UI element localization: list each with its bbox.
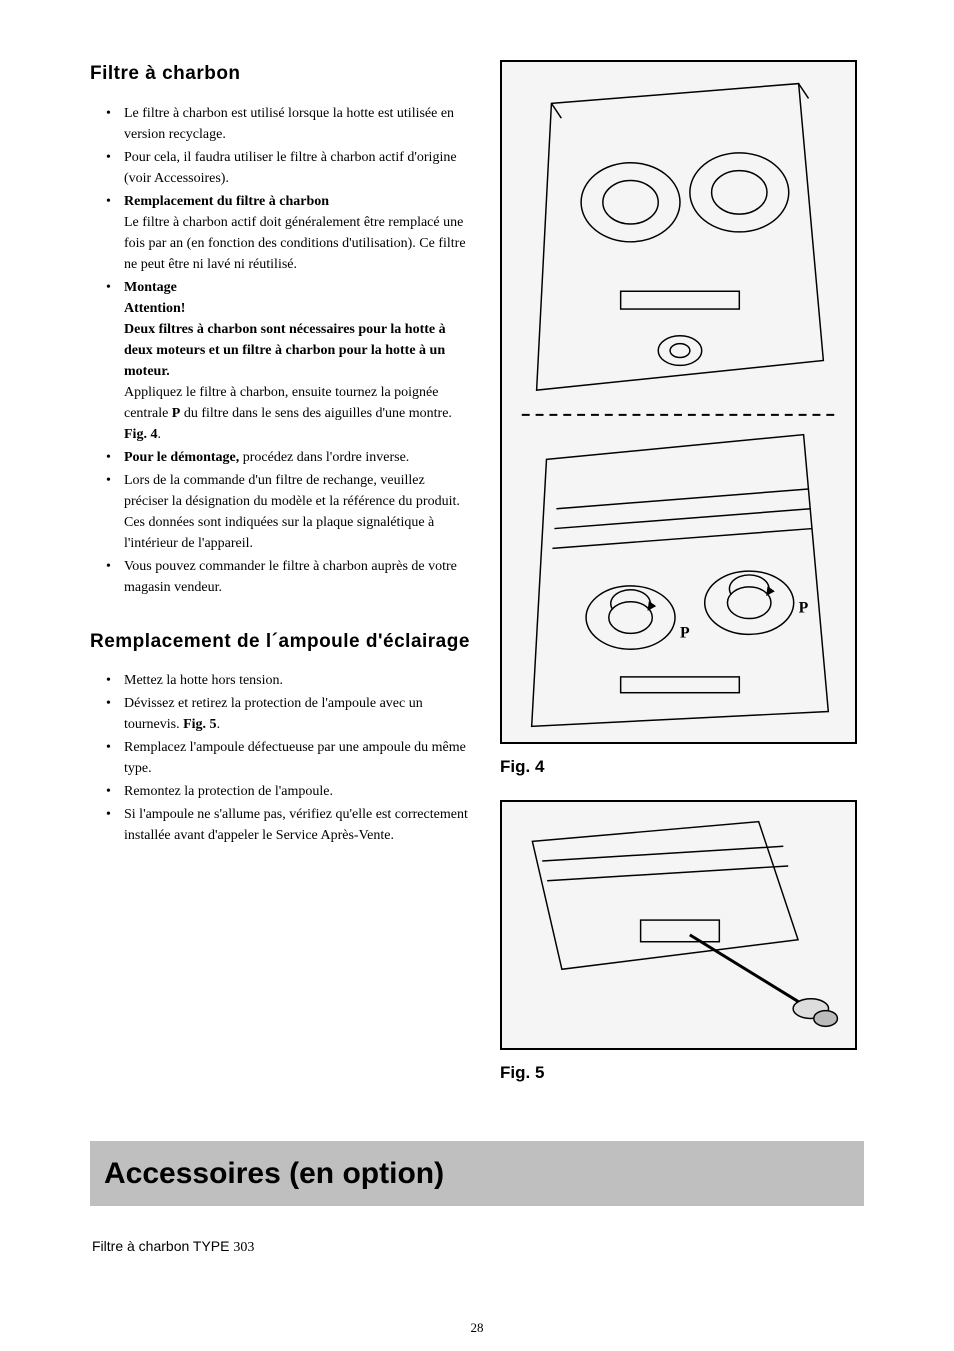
section-heading-ampoule: Remplacement de l´ampoule d'éclairage [90,628,470,657]
accessory-number: 303 [233,1240,254,1255]
item-text: Vous pouvez commander le filtre à charbo… [124,559,457,595]
item-text: Le filtre à charbon est utilisé lorsque … [124,106,454,142]
list-item: Dévissez et retirez la protection de l'a… [106,693,470,735]
figure-5-diagram [500,800,857,1050]
item-text: Remontez la protection de l'ampoule. [124,784,333,799]
tail-punct: . [157,427,161,442]
charbon-list: Le filtre à charbon est utilisé lorsque … [90,103,470,598]
fig4-label-p1: P [680,624,690,641]
figure-5-caption: Fig. 5 [500,1060,860,1086]
item-text: Le filtre à charbon actif doit généralem… [124,215,466,272]
tail-punct: . [217,717,221,732]
list-item: Pour cela, il faudra utiliser le filtre … [106,147,470,189]
item-text: procédez dans l'ordre inverse. [239,450,409,465]
accessories-banner: Accessoires (en option) [90,1141,864,1206]
list-item: Si l'ampoule ne s'allume pas, vérifiez q… [106,804,470,846]
ampoule-list: Mettez la hotte hors tension. Dévissez e… [90,670,470,846]
list-item: Vous pouvez commander le filtre à charbo… [106,556,470,598]
list-item: Le filtre à charbon est utilisé lorsque … [106,103,470,145]
item-text: Remplacez l'ampoule défectueuse par une … [124,740,466,776]
list-item: Montage Attention! Deux filtres à charbo… [106,277,470,445]
item-text: Dévissez et retirez la protection de l'a… [124,696,423,732]
accessories-item: Filtre à charbon TYPE 303 [92,1236,864,1258]
accessories-title: Accessoires (en option) [104,1151,850,1196]
list-item: Remontez la protection de l'ampoule. [106,781,470,802]
item-fig-ref: Fig. 5 [183,717,216,732]
list-item: Pour le démontage, procédez dans l'ordre… [106,447,470,468]
page-number: 28 [90,1318,864,1338]
item-text: Lors de la commande d'un filtre de recha… [124,473,460,551]
right-column: P P Fig. 4 Fig. 5 [500,60,860,1105]
item-text: Mettez la hotte hors tension. [124,673,283,688]
section-heading-charbon: Filtre à charbon [90,60,470,89]
item-bold-lead: Remplacement du filtre à charbon [124,194,329,209]
fig4-label-p2: P [799,600,809,617]
item-text: Si l'ampoule ne s'allume pas, vérifiez q… [124,807,468,843]
item-fig-ref: Fig. 4 [124,427,157,442]
item-text-tail: du filtre dans le sens des aiguilles d'u… [180,406,452,421]
item-bold-lead: Montage [124,280,177,295]
figure-4-diagram: P P [500,60,857,744]
list-item: Remplacement du filtre à charbon Le filt… [106,191,470,275]
two-column-layout: Filtre à charbon Le filtre à charbon est… [90,60,864,1105]
item-text: Pour cela, il faudra utiliser le filtre … [124,150,457,186]
figure-4-caption: Fig. 4 [500,754,860,780]
item-bold-lines: Attention! Deux filtres à charbon sont n… [124,301,446,379]
fig4-svg: P P [502,62,855,742]
accessory-label: Filtre à charbon TYPE [92,1238,233,1254]
left-column: Filtre à charbon Le filtre à charbon est… [90,60,470,1105]
list-item: Mettez la hotte hors tension. [106,670,470,691]
item-bold-lead: Pour le démontage, [124,450,239,465]
list-item: Remplacez l'ampoule défectueuse par une … [106,737,470,779]
list-item: Lors de la commande d'un filtre de recha… [106,470,470,554]
fig5-svg [502,802,855,1048]
